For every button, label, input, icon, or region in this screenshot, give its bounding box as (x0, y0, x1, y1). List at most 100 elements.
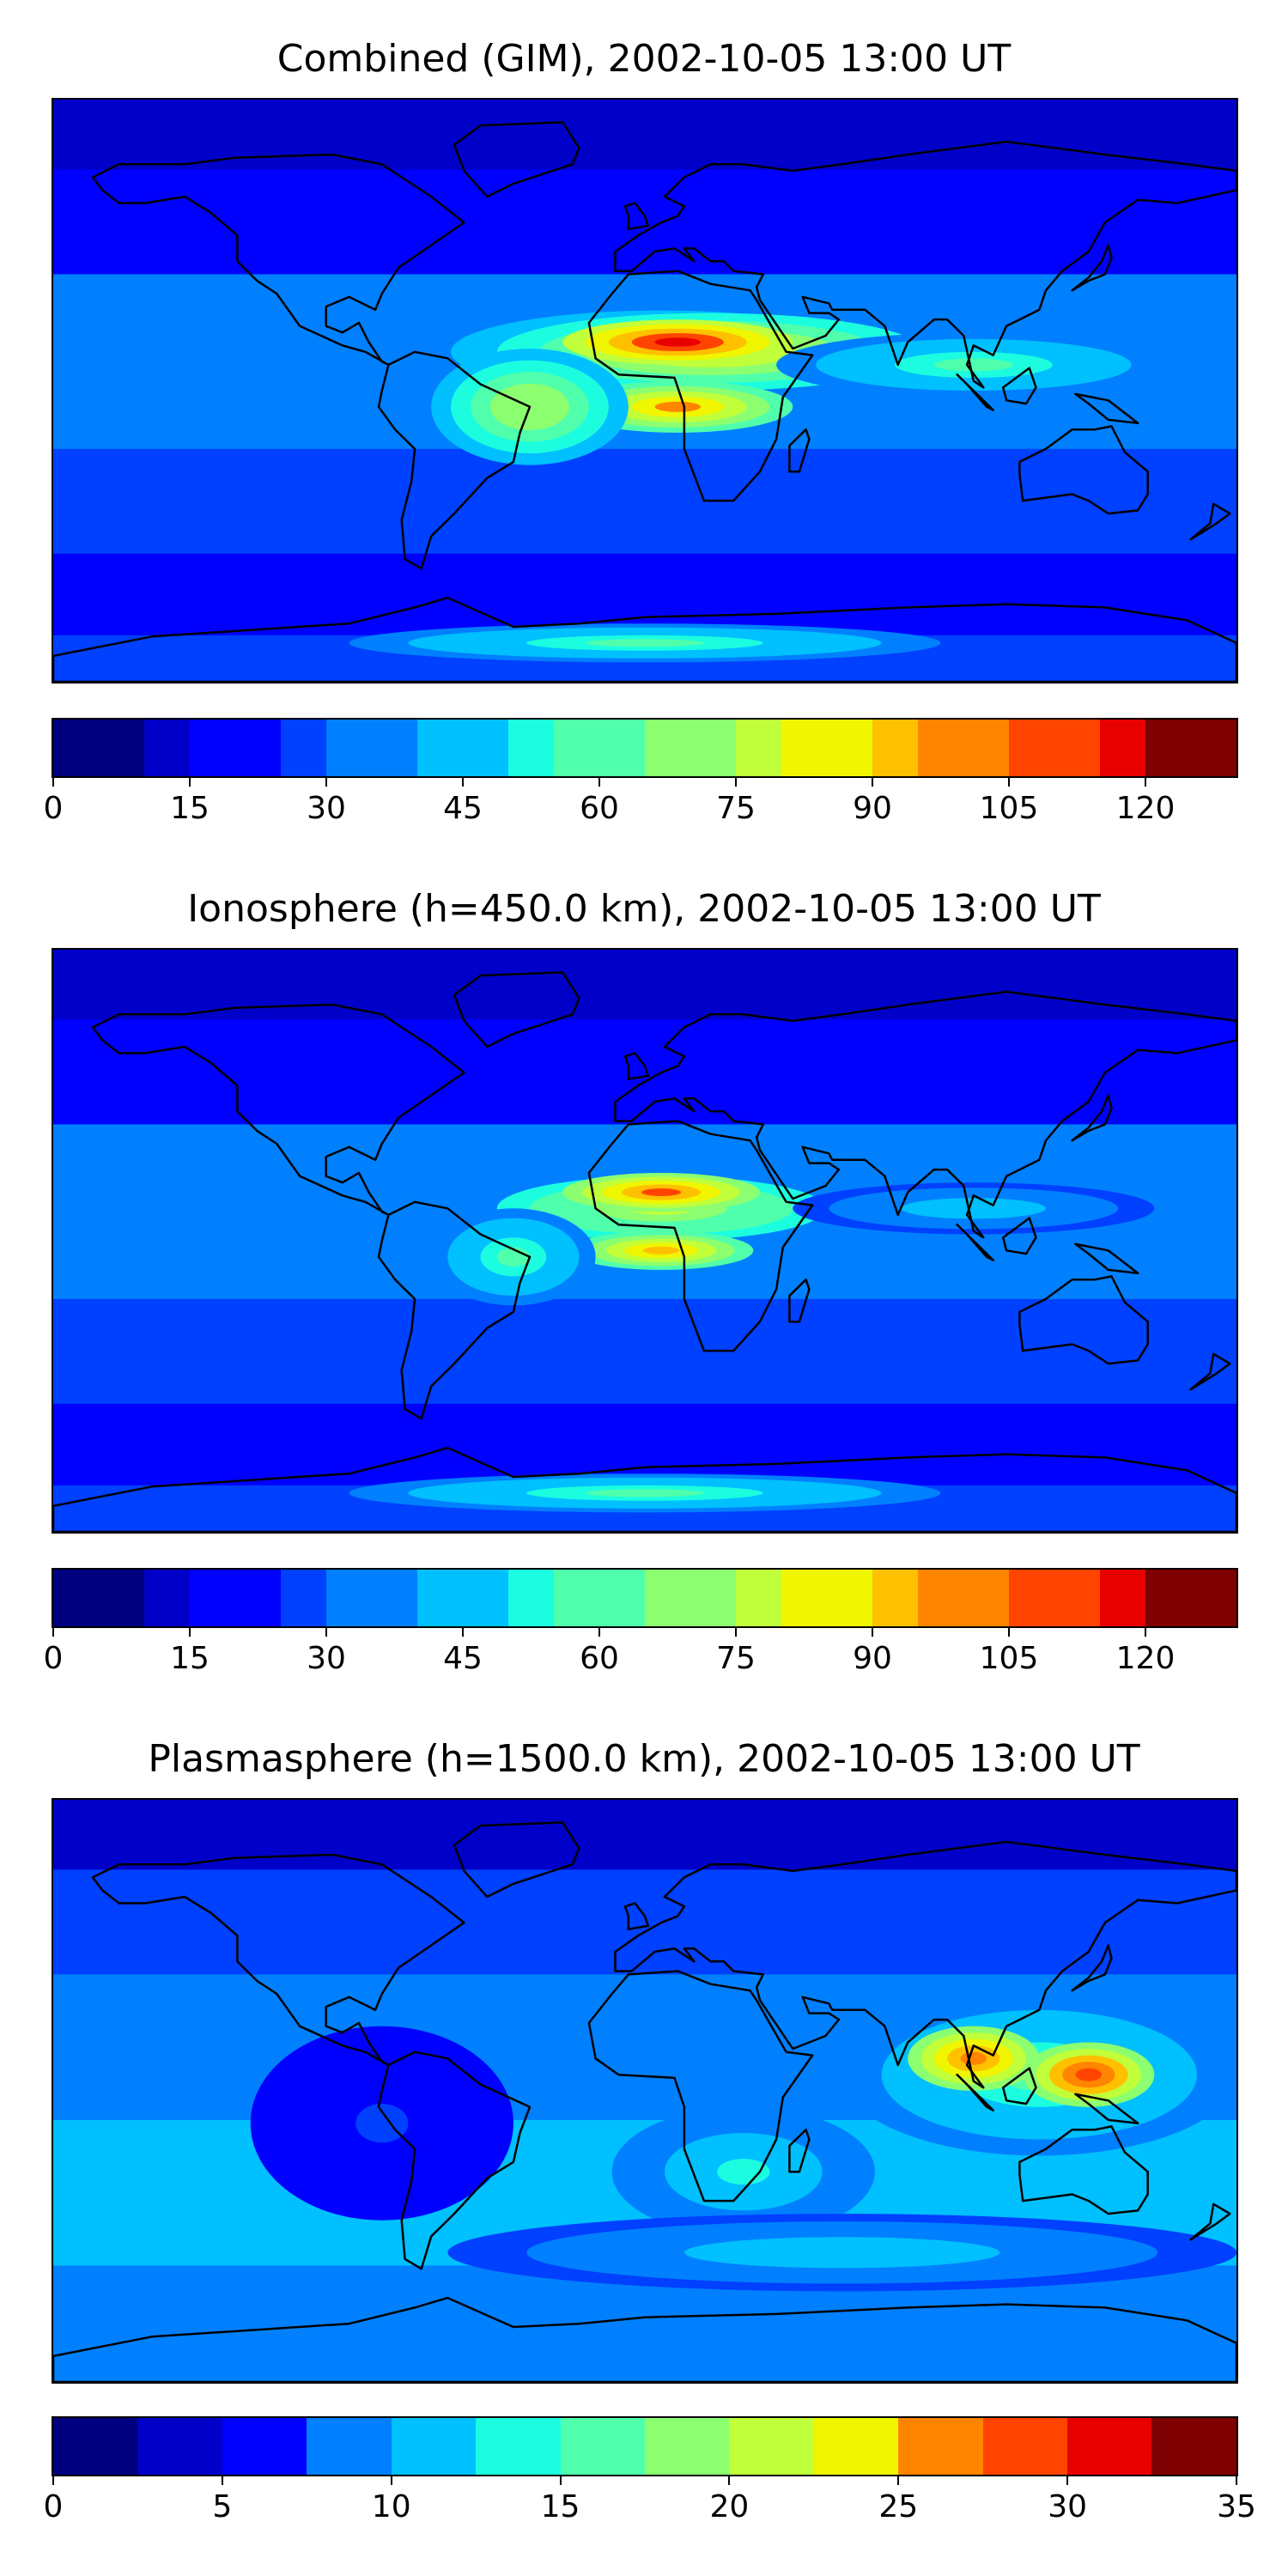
colorbar-tick-label: 0 (43, 1641, 64, 1676)
colorbar-tick (462, 778, 464, 787)
colorbar-segment (898, 2418, 983, 2475)
map-field-contours (349, 300, 1171, 663)
colorbar-segment (1054, 720, 1100, 776)
colorbar-segment (463, 1570, 508, 1626)
colorbar-tick-label: 120 (1115, 1641, 1176, 1676)
coastline-australia (1018, 2125, 1149, 2215)
map-band-1 (53, 169, 1236, 276)
colorbar-tick (221, 2476, 223, 2485)
colorbar-segment (1191, 720, 1236, 776)
colorbar-segment (417, 1570, 463, 1626)
colorbar-ticks-plasmasphere: 0 5 10 15 20 25 30 35 (44, 2476, 1256, 2528)
colorbar-tick (735, 778, 737, 787)
map-ionosphere (52, 948, 1238, 1534)
map-combined (52, 98, 1238, 683)
colorbar-tick-label: 25 (878, 2489, 919, 2524)
colorbar-tick-label: 45 (443, 1641, 483, 1676)
colorbar-tick-label: 5 (212, 2489, 233, 2524)
map-plasmasphere (52, 1798, 1238, 2384)
colorbar-segment (827, 1570, 872, 1626)
colorbar-segment (963, 720, 1009, 776)
colorbar-segment (144, 1570, 190, 1626)
colorbar-tick (462, 1628, 464, 1637)
colorbar-plasmasphere (52, 2416, 1238, 2476)
coastline-greenland (453, 1821, 580, 1899)
colorbar-segment (53, 1570, 99, 1626)
colorbar-segment (736, 1570, 781, 1626)
colorbar-tick (1145, 778, 1146, 787)
coastline-greenland (453, 121, 580, 198)
contour-blob-6-4 (586, 1489, 704, 1498)
colorbar-tick-label: 15 (170, 1641, 210, 1676)
colorbar-segment (99, 720, 144, 776)
coastline-uk (623, 1902, 650, 1930)
coastline-antarctica (53, 1446, 1236, 1532)
colorbar-segment (813, 2418, 899, 2475)
coastline-new-guinea (1074, 1242, 1139, 1274)
coastlines (53, 971, 1236, 1532)
contour-blob-5-4 (355, 2104, 409, 2143)
colorbar-segment (736, 720, 781, 776)
colorbar-segment (53, 2418, 138, 2475)
coastline-madagascar (788, 2128, 811, 2173)
coastline-south-america (377, 2050, 532, 2270)
coastline-uk (623, 202, 650, 230)
colorbar-segment (235, 1570, 281, 1626)
coastline-africa (587, 1120, 814, 1352)
contour-blob-2-4 (641, 1188, 682, 1196)
colorbar-tick (52, 2476, 54, 2485)
colorbar-segment (326, 720, 372, 776)
coastline-eurasia (614, 1840, 1236, 2089)
colorbar-segment (190, 720, 235, 776)
colorbar-segment (53, 720, 99, 776)
colorbar-tick (189, 1628, 191, 1637)
coastline-madagascar (788, 1278, 811, 1323)
colorbar-tick (872, 1628, 873, 1637)
colorbar-segment (235, 720, 281, 776)
panel-title-ionosphere: Ionosphere (h=450.0 km), 2002-10-05 13:0… (187, 887, 1101, 931)
contour-blob-1-4 (960, 2051, 987, 2065)
colorbar-segment (307, 2418, 392, 2475)
coastline-japan (1071, 1094, 1113, 1142)
coastline-south-america (377, 350, 532, 570)
colorbar-tick-label: 120 (1115, 791, 1176, 826)
coastline-north-america (91, 1003, 465, 1217)
coastline-indonesia (956, 2073, 994, 2111)
colorbar-segment (1054, 1570, 1100, 1626)
colorbar-combined (52, 718, 1238, 778)
coastline-borneo (1001, 367, 1037, 405)
panel-title-plasmasphere: Plasmasphere (h=1500.0 km), 2002-10-05 1… (148, 1737, 1140, 1781)
coastline-south-america (377, 1200, 532, 1420)
panel-title-combined: Combined (GIM), 2002-10-05 13:00 UT (276, 37, 1012, 81)
coastline-africa (587, 270, 814, 502)
colorbar-segment (281, 720, 326, 776)
colorbar-segment (99, 1570, 144, 1626)
colorbar-segment (872, 720, 918, 776)
contour-blob-5-4 (933, 358, 1013, 372)
colorbar-segment (781, 720, 827, 776)
map-band-3 (53, 448, 1236, 555)
colorbar-tick-label: 60 (580, 1641, 619, 1676)
coastline-australia (1018, 425, 1149, 515)
colorbar-segment (1191, 1570, 1236, 1626)
colorbar-tick-label: 20 (709, 2489, 750, 2524)
contour-blob-3-4 (642, 1246, 680, 1255)
map-band-0 (53, 100, 1236, 171)
colorbar-ticks-ionosphere: 0 15 30 45 60 75 90 105 120 (44, 1628, 1236, 1680)
coastline-eurasia (614, 990, 1236, 1239)
colorbar-tick (1066, 2476, 1069, 2485)
colorbar-tick-label: 30 (307, 791, 346, 826)
colorbar-tick (735, 1628, 737, 1637)
map-band-1 (53, 1869, 1236, 1976)
map-ionosphere-svg (53, 950, 1236, 1532)
map-field-contours (250, 1994, 1236, 2292)
colorbar-segment (1100, 720, 1145, 776)
colorbar-segment (417, 720, 463, 776)
contour-blob-6-4 (586, 639, 704, 647)
coastline-borneo (1001, 2067, 1037, 2105)
colorbar-tick (52, 778, 54, 787)
colorbar-segment (599, 720, 645, 776)
colorbar-tick (1008, 778, 1010, 787)
colorbar-tick-label: 75 (716, 1641, 756, 1676)
